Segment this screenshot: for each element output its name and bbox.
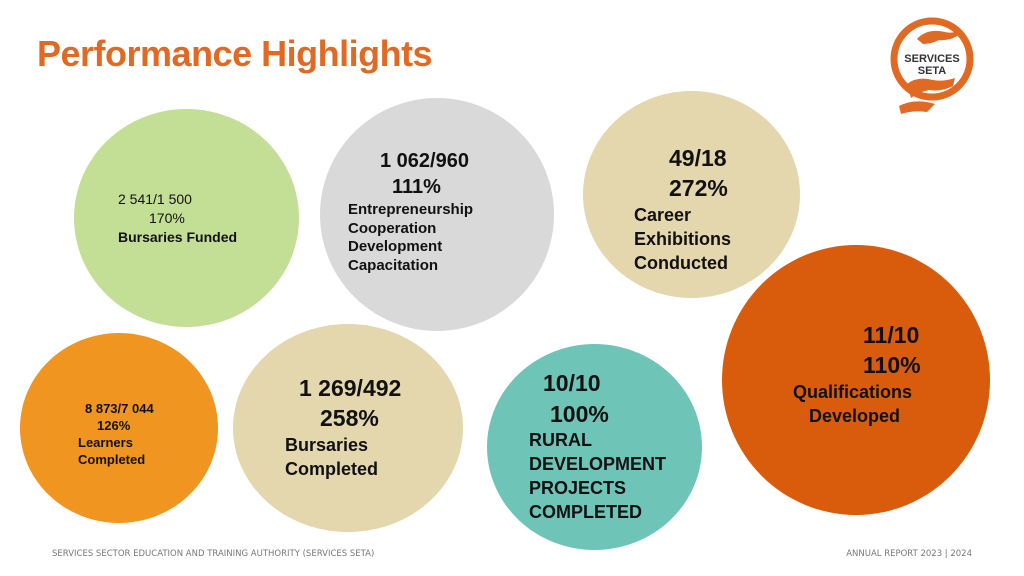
- rural-development-percent: 100%: [550, 401, 609, 427]
- bubble-learners-completed: [20, 333, 218, 523]
- entrepreneurship-ratio: 1 062/960: [380, 150, 469, 172]
- entrepreneurship-percent: 111%: [392, 176, 441, 198]
- bursaries-funded-percent: 170%: [149, 210, 185, 226]
- rural-development-label-3: PROJECTS: [529, 478, 627, 498]
- footer-right: ANNUAL REPORT 2023 | 2024: [846, 549, 972, 559]
- bursaries-completed-percent: 258%: [320, 405, 379, 431]
- logo-text-seta: SETA: [918, 65, 947, 77]
- entrepreneurship-label-3: Development: [348, 238, 443, 255]
- career-exhibitions-ratio: 49/18: [669, 145, 727, 171]
- career-exhibitions-label-3: Conducted: [634, 253, 728, 273]
- qualifications-label-1: Qualifications: [793, 382, 913, 402]
- bubble-entrepreneurship: [320, 98, 554, 331]
- services-seta-logo: SERVICES SETA: [890, 17, 974, 114]
- qualifications-ratio: 11/10: [863, 322, 920, 348]
- bubble-rural-development: [487, 344, 702, 550]
- career-exhibitions-label-2: Exhibitions: [634, 229, 732, 249]
- footer-left: SERVICES SECTOR EDUCATION AND TRAINING A…: [52, 549, 375, 559]
- bubble-bursaries-completed: [233, 324, 463, 532]
- career-exhibitions-label-1: Career: [634, 205, 692, 225]
- learners-completed-label-2: Completed: [78, 452, 146, 467]
- entrepreneurship-label-1: Entrepreneurship: [348, 201, 474, 218]
- learners-completed-label-1: Learners: [78, 435, 133, 450]
- bursaries-funded-ratio: 2 541/1 500: [118, 191, 192, 207]
- entrepreneurship-label-4: Capacitation: [348, 257, 439, 274]
- bursaries-completed-label-1: Bursaries: [285, 435, 369, 455]
- bursaries-completed-label-2: Completed: [285, 459, 379, 479]
- page-title: Performance Highlights: [37, 33, 433, 74]
- rural-development-label-2: DEVELOPMENT: [529, 454, 667, 474]
- bursaries-funded-label: Bursaries Funded: [118, 229, 238, 245]
- qualifications-percent: 110%: [863, 352, 921, 378]
- bursaries-completed-ratio: 1 269/492: [299, 375, 402, 401]
- rural-development-label-4: COMPLETED: [529, 502, 643, 522]
- rural-development-label-1: RURAL: [529, 430, 592, 450]
- qualifications-label-2: Developed: [809, 406, 901, 426]
- rural-development-ratio: 10/10: [543, 370, 601, 396]
- learners-completed-percent: 126%: [97, 418, 131, 433]
- bubble-bursaries-funded: [74, 109, 299, 327]
- bubble-qualifications: [722, 245, 990, 515]
- learners-completed-ratio: 8 873/7 044: [85, 401, 154, 416]
- bubble-career-exhibitions: [583, 91, 800, 298]
- entrepreneurship-label-2: Cooperation: [348, 220, 437, 237]
- career-exhibitions-percent: 272%: [669, 175, 728, 201]
- logo-text-services: SERVICES: [904, 53, 959, 65]
